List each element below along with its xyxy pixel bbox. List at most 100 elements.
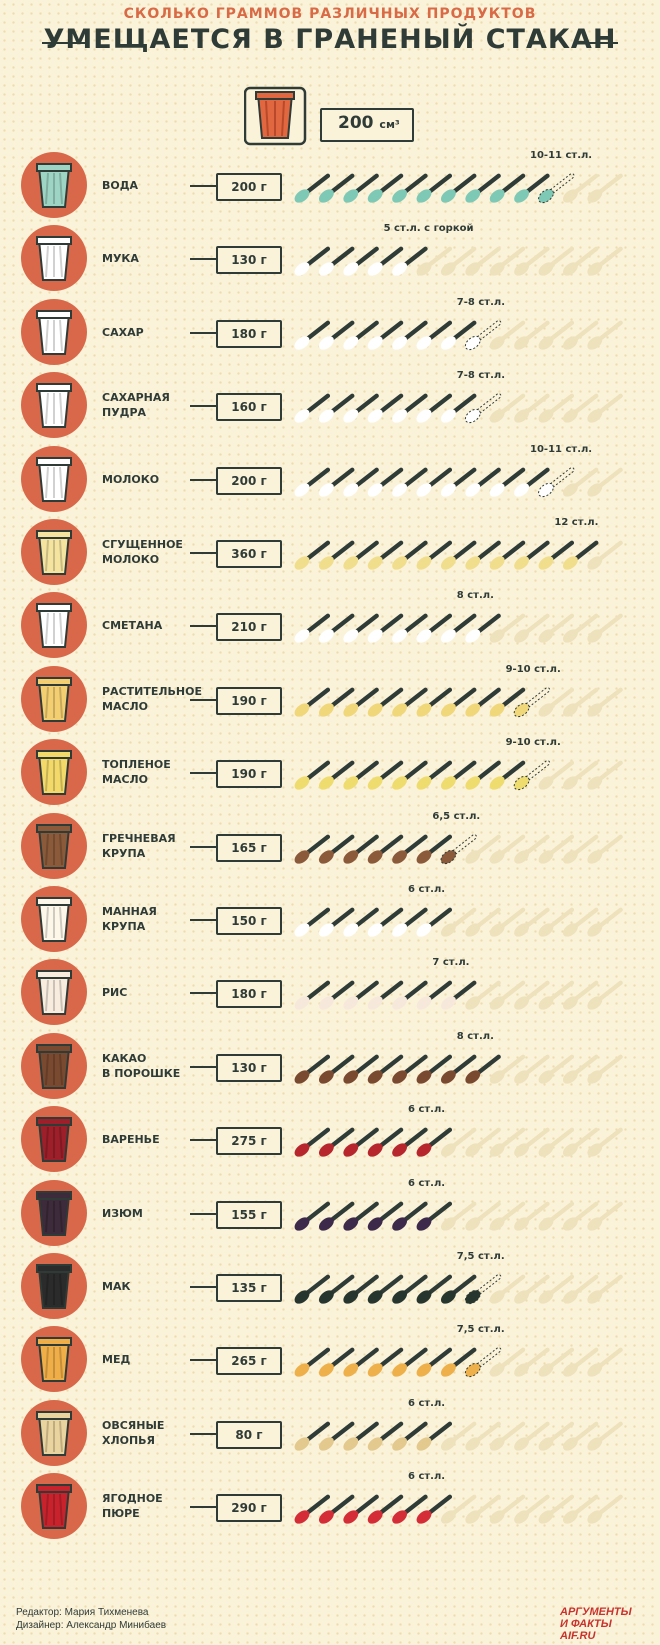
spoon-empty [562,467,599,497]
product-name-line: МОЛОКО [102,553,160,566]
spoon-empty [465,834,501,864]
spoon-full [343,467,379,497]
product-row: МАННАЯ КРУПА 150 г 6 ст.л. [0,882,660,956]
product-name-line: ХЛОПЬЯ [102,1434,156,1447]
connector-line [190,332,216,334]
weight-value: 155 г [216,1201,282,1229]
product-name-line: МАК [102,1280,131,1293]
spoon-full [294,1274,331,1304]
weight-value: 200 г [216,467,282,495]
spoons [294,467,623,498]
spoons [294,393,623,424]
spoon-full [343,760,379,790]
spoon-empty [538,1347,575,1377]
spoon-full [294,1054,331,1084]
spoon-full [318,1201,355,1231]
spoon-empty [562,393,599,423]
spoon-empty [489,613,526,643]
spoon-empty [489,320,526,350]
spoon-empty [440,1127,477,1157]
spoon-count: 6 ст.л. [408,1104,446,1115]
spoon-full [294,320,331,350]
spoon-full [318,907,355,937]
spoon-full [440,393,477,423]
spoon-empty [465,1127,501,1157]
product-row: СМЕТАНА 210 г 8 ст.л. [0,588,660,662]
spoon-empty [514,393,550,423]
spoon-empty [514,1347,550,1377]
product-name: МАК [102,1279,130,1294]
spoon-empty [465,907,501,937]
glass-icon [21,1326,87,1392]
spoon-empty [538,1494,575,1524]
spoon-empty [489,834,526,864]
spoon-full [440,980,477,1010]
spoon-empty [587,320,623,350]
spoon-empty [538,613,575,643]
weight-value: 150 г [216,907,282,935]
reference-volume-box [320,108,414,142]
glass-icon [21,446,87,512]
spoon-full [465,173,501,203]
spoon-count: 12 ст.л. [554,517,599,528]
spoon-empty [514,1054,550,1084]
page-title: УМЕЩАЕТСЯ В ГРАНЕНЫЙ СТАКАН [43,24,617,55]
product-row: ЯГОДНОЕ ПЮРЕ 290 г 6 ст.л. [0,1469,660,1543]
spoon-full [294,687,331,717]
spoon-empty [538,393,575,423]
spoon-full [416,613,453,643]
spoon-empty [489,1201,526,1231]
spoon-full [367,760,404,790]
spoon-count: 7-8 ст.л. [456,297,505,308]
spoon-full [392,1127,428,1157]
spoon-empty [538,980,575,1010]
spoon-empty [587,173,623,203]
product-name: МЕД [102,1352,130,1367]
spoon-full [392,540,428,570]
product-row: МУКА 130 г 5 ст.л. с горкой [0,221,660,295]
product-name-line: САХАРНАЯ [102,391,170,404]
spoon-full [392,173,428,203]
spoon-empty [489,907,526,937]
product-row: ГРЕЧНЕВАЯ КРУПА 165 г 6,5 ст.л. [0,809,660,883]
glass-icon [21,299,87,365]
glass-icon [21,739,87,805]
spoon-empty [587,1421,623,1451]
spoon-full [416,1127,453,1157]
spoon-count: 7 ст.л. [432,957,470,968]
product-name: ЯГОДНОЕ ПЮРЕ [102,1491,163,1521]
spoon-full [440,687,477,717]
product-name-line: ОВСЯНЫЕ [102,1419,165,1432]
spoon-full [440,467,477,497]
spoon-empty [489,393,526,423]
glass-icon [21,666,87,732]
spoon-empty [538,1054,575,1084]
spoons [294,1127,623,1157]
spoon-full [489,467,526,497]
spoon-empty [440,1494,477,1524]
spoon-partial [440,834,477,865]
spoon-full [367,980,404,1010]
spoons [294,687,623,718]
spoon-full [318,834,355,864]
spoon-empty [514,1494,550,1524]
spoon-full [343,687,379,717]
product-name-line: СМЕТАНА [102,619,163,632]
spoon-empty [562,834,599,864]
spoon-empty [538,1274,575,1304]
spoon-full [416,1421,453,1451]
spoon-full [392,1274,428,1304]
spoon-full [343,246,379,276]
credit-editor: Редактор: Мария Тихменева [16,1607,149,1618]
spoon-full [343,540,379,570]
spoon-full [318,467,355,497]
product-row: МАК 135 г 7,5 ст.л. [0,1249,660,1323]
glass-icon [21,592,87,658]
product-name-line: ПЮРЕ [102,1507,140,1520]
spoons [294,1054,623,1084]
spoon-empty [562,687,599,717]
spoon-count: 9-10 ст.л. [505,664,561,675]
product-name-line: КРУПА [102,847,146,860]
spoon-full [367,1347,404,1377]
connector-line [190,846,216,848]
